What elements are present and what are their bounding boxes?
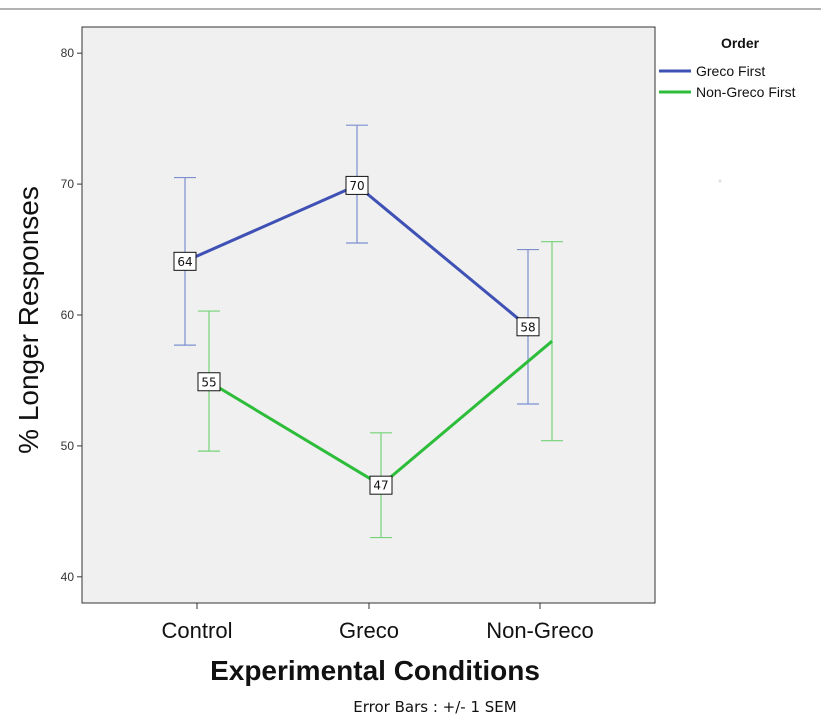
y-tick-label: 40 <box>61 570 75 584</box>
x-tick-label: Greco <box>339 618 399 643</box>
y-tick-label: 50 <box>61 439 75 453</box>
x-tick-label: Control <box>162 618 233 643</box>
legend-label: Non-Greco First <box>696 84 796 100</box>
data-label-text: 70 <box>349 179 364 193</box>
y-tick-label: 80 <box>61 46 75 60</box>
data-label: 64 <box>173 251 197 271</box>
data-label-box <box>345 175 369 195</box>
stray-dot <box>718 179 722 183</box>
data-label-text: 55 <box>201 375 216 389</box>
error-bars-footnote: Error Bars : +/- 1 SEM <box>353 698 516 716</box>
x-axis-title: Experimental Conditions <box>210 655 540 686</box>
data-labels-layer: 64 70 58 55 47 <box>173 175 540 495</box>
legend: Order Greco First Non-Greco First <box>659 35 796 100</box>
plot-area <box>81 26 656 604</box>
data-label-box <box>173 251 197 271</box>
data-label-text: 64 <box>177 255 192 269</box>
legend-item: Greco First <box>659 63 765 79</box>
data-label-text: 58 <box>520 320 535 334</box>
data-label-box <box>516 317 540 337</box>
data-label: 70 <box>345 175 369 195</box>
legend-title: Order <box>721 35 760 51</box>
y-tick-label: 60 <box>61 308 75 322</box>
y-tick-label: 70 <box>61 177 75 191</box>
data-label-box <box>197 372 221 392</box>
legend-label: Greco First <box>696 63 765 79</box>
data-label-box <box>369 475 393 495</box>
data-label-text: 47 <box>373 479 388 493</box>
x-axis: Control Greco Non-Greco <box>162 603 594 643</box>
data-label: 47 <box>369 475 393 495</box>
y-axis-title: % Longer Responses <box>13 186 44 454</box>
x-tick-label: Non-Greco <box>486 618 594 643</box>
legend-item: Non-Greco First <box>659 84 796 100</box>
data-label: 58 <box>516 317 540 337</box>
data-label: 55 <box>197 372 221 392</box>
y-axis: 40 50 60 70 80 <box>61 46 82 584</box>
